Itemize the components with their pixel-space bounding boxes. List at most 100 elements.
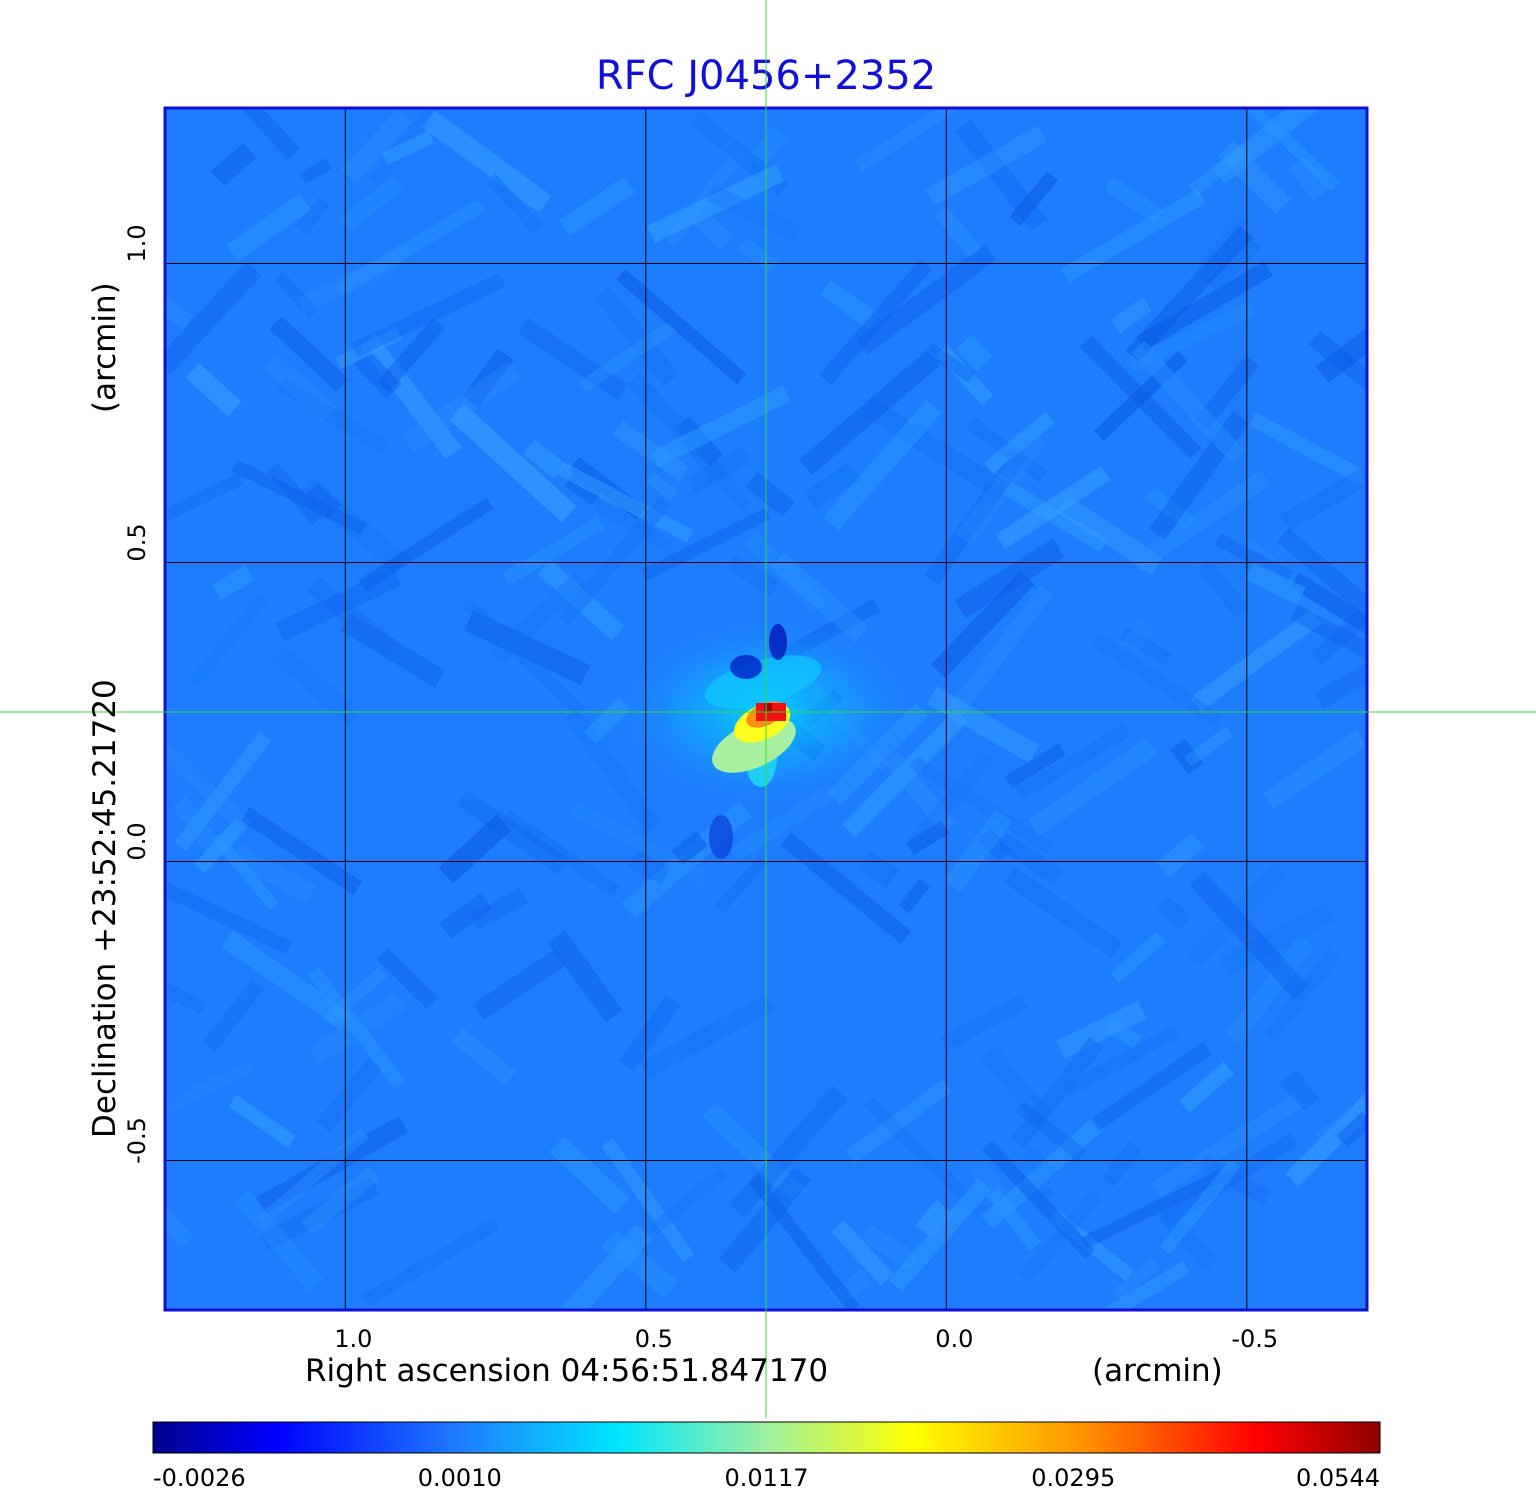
noise-streak — [340, 109, 412, 183]
noise-streak — [1156, 832, 1205, 878]
noise-streak — [1159, 1158, 1241, 1255]
noise-streak — [1218, 902, 1335, 977]
noise-streak — [996, 833, 1064, 885]
noise-streak — [422, 110, 552, 213]
noise-streak — [262, 353, 337, 424]
noise-streak — [883, 750, 956, 834]
y-tick-label: 0.5 — [123, 523, 151, 561]
x-tick-label: 0.0 — [935, 1325, 973, 1353]
negative-lobe — [769, 623, 787, 660]
source-lobe — [704, 655, 822, 709]
noise-streak — [1062, 1024, 1181, 1098]
noise-streak — [1121, 617, 1156, 655]
noise-streak — [226, 193, 312, 262]
noise-streak — [1110, 297, 1152, 334]
noise-streak — [564, 472, 602, 506]
y-axis-unit: (arcmin) — [87, 282, 123, 413]
noise-streak — [316, 1057, 383, 1133]
noise-streak — [1127, 302, 1254, 373]
noise-streak — [845, 1079, 952, 1164]
noise-streak — [842, 709, 969, 838]
noise-streak — [1214, 533, 1294, 583]
noise-streak — [275, 567, 402, 642]
noise-streak — [1285, 1065, 1367, 1187]
noise-streak — [1090, 632, 1224, 728]
noise-streak — [1083, 1260, 1190, 1310]
noise-streak — [915, 1199, 954, 1240]
noise-streak — [165, 1184, 194, 1249]
noise-streak — [1003, 866, 1123, 959]
noise-streak — [685, 446, 752, 495]
noise-streak — [1155, 895, 1192, 931]
noise-streak — [1055, 1000, 1147, 1059]
noise-streak — [1170, 738, 1204, 775]
noise-streak — [449, 403, 577, 523]
noise-streak — [359, 334, 462, 460]
noise-streak — [210, 142, 257, 187]
noise-streak — [472, 948, 567, 1021]
noise-streak — [737, 238, 779, 274]
noise-streak — [368, 108, 441, 187]
noise-streak — [924, 448, 1028, 585]
noise-streak — [977, 828, 1012, 863]
noise-streak — [616, 268, 747, 385]
map-texture — [165, 108, 1367, 1310]
noise-streak — [334, 199, 485, 296]
noise-streak — [1245, 562, 1306, 606]
noise-streak — [984, 411, 1056, 474]
noise-streak — [944, 809, 1013, 892]
noise-streak — [981, 1117, 1104, 1229]
noise-streak — [438, 893, 493, 940]
y-tick-labels: 1.0 0.5 0.0 -0.5 — [123, 224, 151, 1164]
noise-streak — [307, 966, 406, 1090]
noise-streak — [296, 248, 409, 314]
noise-streak — [647, 164, 784, 243]
noise-streak — [1290, 604, 1367, 659]
noise-streak — [1119, 625, 1172, 666]
noise-streak — [1184, 726, 1234, 767]
noise-streak — [1280, 454, 1367, 531]
noise-streak — [693, 211, 734, 251]
noise-streak — [1276, 528, 1367, 612]
noise-streak — [819, 259, 933, 385]
noise-streak — [645, 471, 678, 501]
noise-streak — [619, 995, 681, 1072]
colorbar-tick-labels: -0.0026 0.0010 0.0117 0.0295 0.0544 — [153, 1464, 1380, 1492]
noise-streak — [557, 462, 694, 543]
y-axis-label: Declination +23:52:45.21720 — [87, 679, 123, 1138]
noise-streak — [1196, 558, 1250, 619]
noise-streak — [1028, 737, 1158, 836]
colorbar-tick-label: -0.0026 — [153, 1464, 246, 1492]
noise-streak — [259, 1177, 380, 1251]
noise-streak — [1280, 1069, 1320, 1112]
noise-streak — [888, 1178, 992, 1292]
colorbar-tick-label: 0.0117 — [725, 1464, 809, 1492]
negative-lobe — [730, 654, 762, 679]
noise-streak — [269, 316, 349, 392]
noise-streak — [820, 280, 880, 330]
noise-streak — [361, 1217, 500, 1307]
noise-streak — [1151, 1093, 1304, 1197]
x-tick-labels: 1.0 0.5 0.0 -0.5 — [334, 1325, 1278, 1353]
noise-streak — [353, 349, 402, 399]
noise-streak — [671, 831, 708, 866]
noise-streak — [861, 1224, 920, 1271]
noise-streak — [854, 108, 983, 172]
noise-streak — [594, 285, 680, 387]
noise-streak — [208, 108, 301, 160]
noise-streak — [301, 1166, 380, 1234]
noise-streak — [231, 459, 367, 535]
noise-streak — [601, 1229, 678, 1299]
noise-streak — [1179, 1061, 1235, 1113]
noise-streak — [1315, 326, 1367, 384]
noise-streak — [678, 430, 753, 513]
noise-streak — [980, 1045, 1054, 1128]
noise-streak — [986, 1186, 1042, 1251]
noise-streak — [304, 482, 342, 520]
noise-streak — [925, 343, 976, 383]
noise-streak — [592, 499, 674, 553]
noise-streak — [981, 1140, 1095, 1259]
crosshair — [0, 0, 1536, 1418]
noise-streak — [165, 1059, 256, 1141]
noise-streak — [1197, 1155, 1272, 1206]
